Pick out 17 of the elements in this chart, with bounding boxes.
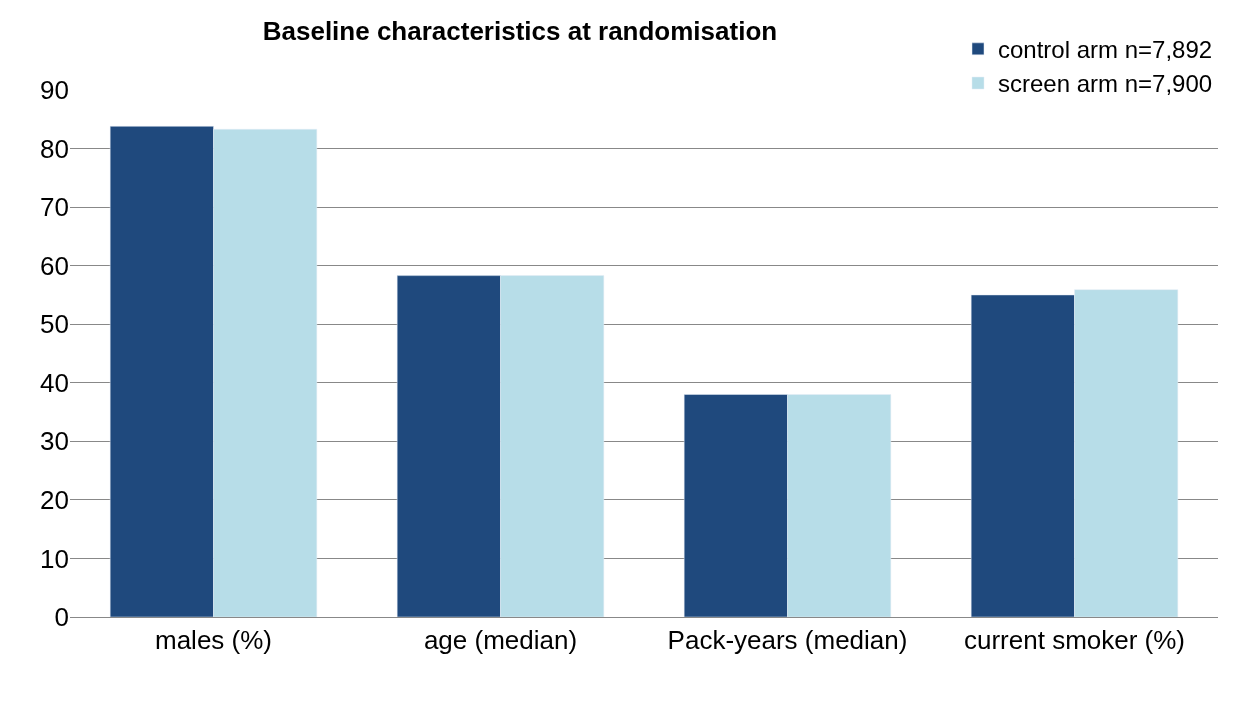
y-tick-label: 70 xyxy=(40,192,69,223)
legend-label: screen arm n=7,900 xyxy=(998,70,1213,98)
y-tick-label: 60 xyxy=(40,250,69,281)
y-tick-label: 30 xyxy=(40,426,69,457)
x-tick-label: males (%) xyxy=(154,625,273,656)
y-tick-label: 20 xyxy=(40,484,69,515)
chart-title: Baseline characteristics at randomisation xyxy=(262,16,778,47)
y-tick-label: 40 xyxy=(40,367,69,398)
y-tick-label: 90 xyxy=(40,75,69,106)
y-tick-label: 50 xyxy=(40,309,69,340)
legend-label: control arm n=7,892 xyxy=(998,36,1213,64)
y-tick-label: 0 xyxy=(54,602,69,633)
y-tick-label: 10 xyxy=(40,543,69,574)
x-tick-label: Pack-years (median) xyxy=(667,625,908,656)
x-tick-label: current smoker (%) xyxy=(963,625,1186,656)
y-tick-label: 80 xyxy=(40,133,69,164)
x-tick-label: age (median) xyxy=(423,625,578,656)
